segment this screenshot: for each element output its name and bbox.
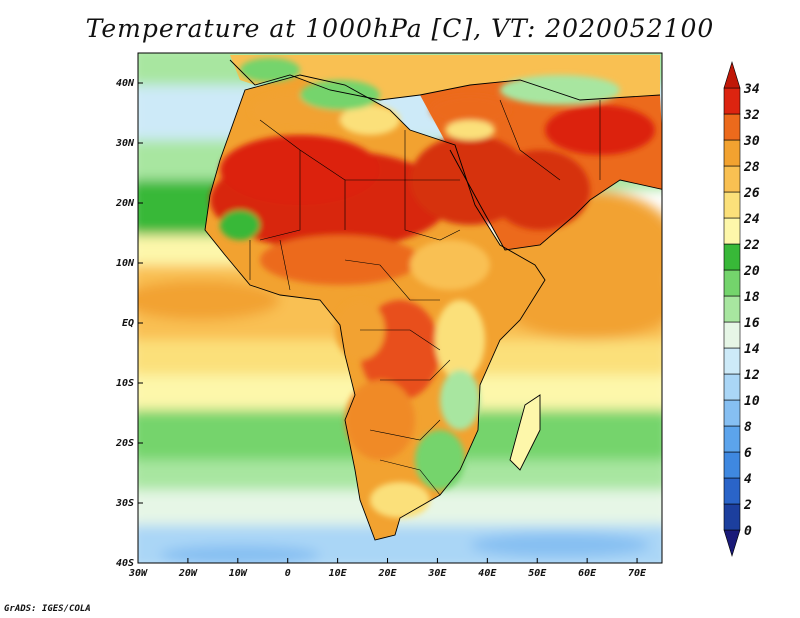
colorbar-swatch	[723, 373, 741, 401]
y-tick-label: EQ	[122, 318, 134, 329]
colorbar-swatch	[723, 529, 741, 558]
colorbar-label: 2	[743, 498, 752, 513]
colorbar-label: 12	[744, 368, 760, 383]
colorbar-label: 32	[743, 108, 760, 123]
madagascar-land	[510, 395, 540, 470]
colorbar-swatch	[723, 425, 741, 453]
x-tick-label: 60E	[578, 568, 597, 579]
y-tick-label: 40N	[116, 78, 135, 89]
credit-label: GrADS: IGES/COLA	[4, 604, 91, 614]
y-tick-label: 30S	[115, 498, 134, 509]
y-tick-label: 30N	[115, 138, 135, 149]
colorbar-swatch	[723, 477, 741, 505]
x-tick-label: 10W	[229, 568, 248, 579]
colorbar-label: 0	[744, 524, 752, 539]
colorbar-swatch	[723, 165, 741, 193]
x-tick-label: 20W	[178, 568, 198, 579]
colorbar-label: 34	[743, 82, 760, 97]
colorbar-label: 8	[744, 420, 752, 435]
y-tick-label: 10N	[116, 258, 135, 269]
colorbar-swatch	[723, 399, 741, 427]
x-tick-label: 0	[285, 568, 291, 579]
temperature-blobs	[210, 58, 655, 518]
colorbar-swatch	[723, 321, 741, 349]
coastlines	[204, 59, 662, 541]
colorbar-swatch	[723, 113, 741, 141]
map-field	[138, 53, 662, 563]
y-axis-ticks: 40N 30N 20N 10N EQ 10S 20S 30S 40S	[115, 78, 143, 569]
x-tick-label: 30E	[427, 568, 447, 579]
colorbar-label: 22	[743, 238, 760, 253]
colorbar-swatch	[723, 191, 741, 219]
x-tick-label: 70E	[628, 568, 647, 579]
colorbar-swatch	[723, 60, 741, 89]
colorbar-label: 6	[744, 446, 752, 461]
x-tick-label: 30W	[128, 568, 148, 579]
country-borders	[249, 99, 601, 496]
colorbar-swatch	[723, 217, 741, 245]
colorbar-swatch	[723, 347, 741, 375]
colorbar-label: 26	[743, 186, 760, 201]
colorbar-swatch	[723, 503, 741, 531]
x-tick-label: 50E	[528, 568, 547, 579]
colorbar-label: 14	[744, 342, 760, 357]
colorbar-label: 16	[744, 316, 760, 331]
y-tick-label: 10S	[116, 378, 134, 389]
colorbar-label: 18	[744, 290, 760, 305]
colorbar-label: 20	[743, 264, 760, 279]
colorbar-swatch	[723, 87, 741, 115]
colorbar-swatch	[723, 295, 741, 323]
colorbar-swatch	[723, 139, 741, 167]
colorbar-label: 30	[743, 134, 760, 149]
x-axis-ticks: 30W 20W 10W 0 10E 20E 30E 40E 50E 60E 70E	[128, 558, 647, 579]
y-tick-label: 20S	[115, 438, 134, 449]
colorbar-swatch	[723, 451, 741, 479]
map-frame	[137, 52, 663, 564]
x-tick-label: 10E	[329, 568, 348, 579]
colorbar-label: 24	[743, 212, 760, 227]
colorbar-label: 4	[744, 472, 752, 487]
colorbar-label: 28	[743, 160, 760, 175]
colorbar-label: 10	[744, 394, 760, 409]
x-tick-label: 40E	[478, 568, 497, 579]
y-tick-label: 40S	[116, 558, 134, 569]
colorbar-swatch	[723, 243, 741, 271]
x-tick-label: 20E	[377, 568, 397, 579]
colorbar-swatch	[723, 269, 741, 297]
y-tick-label: 20N	[115, 198, 135, 209]
chart-title: Temperature at 1000hPa [C], VT: 20200521…	[85, 14, 715, 43]
